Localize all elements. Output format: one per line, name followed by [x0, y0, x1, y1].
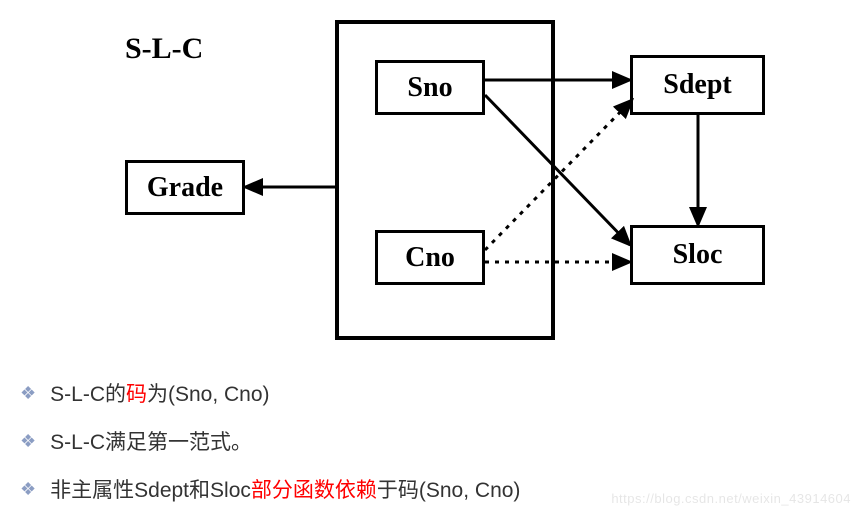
bullet-text: S-L-C满足第一范式。 [50, 426, 252, 456]
dependency-diagram: S-L-C Grade Sno Cno Sdept Sloc [0, 0, 861, 370]
node-sloc: Sloc [630, 225, 765, 285]
bullet-item-0: ❖ S-L-C的码为(Sno, Cno) [20, 378, 520, 408]
node-sdept: Sdept [630, 55, 765, 115]
node-grade: Grade [125, 160, 245, 215]
node-cno-label: Cno [405, 242, 455, 274]
bullet-item-2: ❖ 非主属性Sdept和Sloc部分函数依赖于码(Sno, Cno) [20, 474, 520, 504]
diagram-title: S-L-C [125, 32, 203, 66]
watermark: https://blog.csdn.net/weixin_43914604 [611, 491, 851, 506]
node-sno-label: Sno [407, 72, 452, 104]
bullet-text: S-L-C的码为(Sno, Cno) [50, 378, 269, 408]
bullet-list: ❖ S-L-C的码为(Sno, Cno) ❖ S-L-C满足第一范式。 ❖ 非主属性Sde… [20, 378, 520, 522]
bullet-item-1: ❖ S-L-C满足第一范式。 [20, 426, 520, 456]
bullet-icon: ❖ [20, 431, 36, 452]
node-sdept-label: Sdept [663, 69, 731, 101]
node-sno: Sno [375, 60, 485, 115]
node-cno: Cno [375, 230, 485, 285]
bullet-icon: ❖ [20, 383, 36, 404]
node-sloc-label: Sloc [673, 239, 723, 271]
bullet-text: 非主属性Sdept和Sloc部分函数依赖于码(Sno, Cno) [50, 474, 520, 504]
bullet-icon: ❖ [20, 479, 36, 500]
node-grade-label: Grade [147, 172, 223, 204]
